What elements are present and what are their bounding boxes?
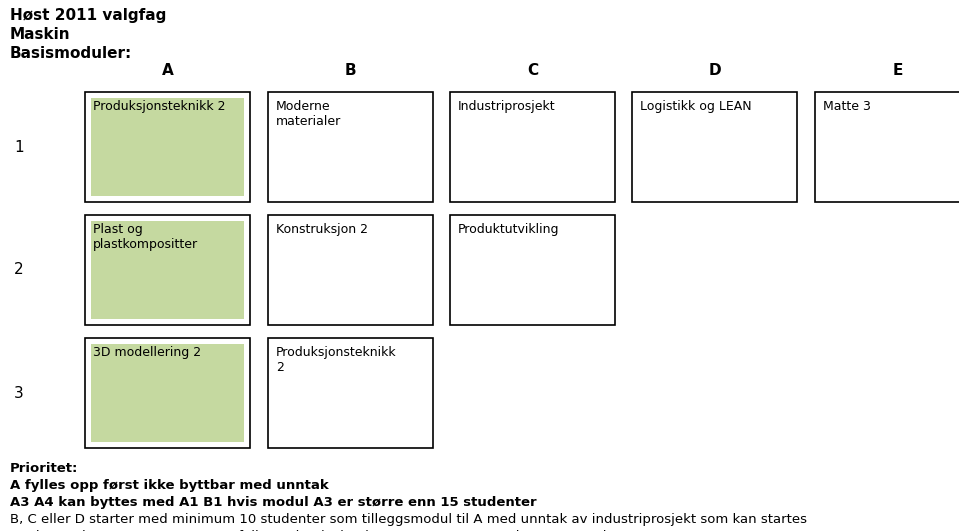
Text: A fylles opp først ikke byttbar med unntak: A fylles opp først ikke byttbar med unnt… [10,479,329,492]
Text: med 1 student og Matte 3 som er fellesundervisning i et annet program og bestemm: med 1 student og Matte 3 som er fellesun… [10,530,623,531]
Text: Matte 3: Matte 3 [823,100,871,113]
Text: Plast og
plastkompositter: Plast og plastkompositter [93,223,199,251]
Text: 2: 2 [14,262,24,278]
Bar [450,92,615,202]
Text: 3D modellering 2: 3D modellering 2 [93,346,201,359]
Bar [85,338,250,448]
Bar [815,92,959,202]
Text: B: B [344,63,357,78]
Bar [85,92,250,202]
Text: E: E [892,63,902,78]
Text: Produktutvikling: Produktutvikling [458,223,559,236]
Bar [268,338,433,448]
Bar [91,221,244,319]
Text: Maskin: Maskin [10,27,71,42]
Text: Høst 2011 valgfag: Høst 2011 valgfag [10,8,166,23]
Bar [85,215,250,325]
Text: Logistikk og LEAN: Logistikk og LEAN [640,100,752,113]
Bar [91,98,244,196]
Bar [632,92,797,202]
Bar [91,344,244,442]
Text: Produksjonsteknikk
2: Produksjonsteknikk 2 [276,346,397,374]
Text: C: C [526,63,538,78]
Text: Produksjonsteknikk 2: Produksjonsteknikk 2 [93,100,225,113]
Bar [450,215,615,325]
Text: Basismoduler:: Basismoduler: [10,46,132,61]
Text: Moderne
materialer: Moderne materialer [276,100,341,128]
Text: A: A [162,63,174,78]
Text: Konstruksjon 2: Konstruksjon 2 [276,223,368,236]
Bar [268,215,433,325]
Text: Industriprosjekt: Industriprosjekt [458,100,555,113]
Text: A3 A4 kan byttes med A1 B1 hvis modul A3 er større enn 15 studenter: A3 A4 kan byttes med A1 B1 hvis modul A3… [10,496,537,509]
Text: B, C eller D starter med minimum 10 studenter som tilleggsmodul til A med unntak: B, C eller D starter med minimum 10 stud… [10,513,807,526]
Text: Prioritet:: Prioritet: [10,462,79,475]
Bar [268,92,433,202]
Text: 3: 3 [14,386,24,400]
Text: 1: 1 [14,140,24,155]
Text: D: D [708,63,721,78]
